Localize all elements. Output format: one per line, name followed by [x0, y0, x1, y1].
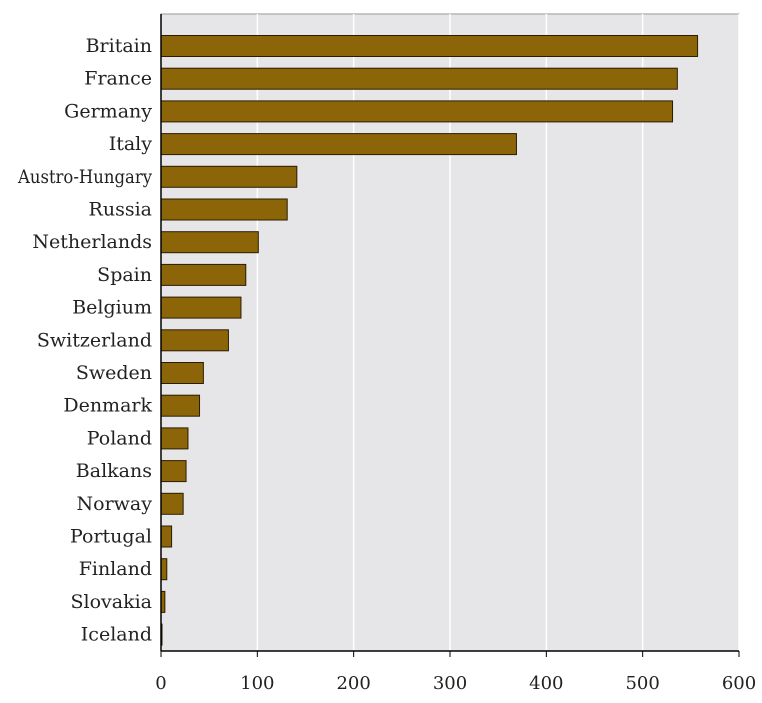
bar-netherlands [160, 231, 259, 254]
bar-poland [160, 427, 189, 450]
x-tick-label-600: 600 [722, 673, 756, 694]
bar-sweden [160, 362, 204, 384]
category-label-austro-hungary: Austro-Hungary [17, 166, 152, 188]
category-label-russia: Russia [89, 199, 152, 221]
bar-switzerland [160, 329, 229, 352]
category-label-france: France [84, 68, 152, 90]
category-label-germany: Germany [64, 100, 152, 122]
category-label-britain: Britain [86, 35, 152, 57]
category-label-netherlands: Netherlands [32, 231, 152, 253]
bar-spain [160, 263, 247, 286]
x-tick-label-500: 500 [625, 673, 659, 694]
category-label-iceland: Iceland [81, 624, 152, 646]
bar-britain [160, 35, 699, 57]
bar-italy [160, 133, 517, 156]
bar-germany [160, 100, 674, 123]
x-tick-label-300: 300 [433, 673, 467, 694]
category-label-portugal: Portugal [70, 526, 152, 548]
category-label-poland: Poland [87, 427, 152, 449]
category-label-italy: Italy [109, 133, 153, 155]
bar-france [160, 67, 678, 90]
category-label-spain: Spain [97, 264, 152, 286]
bar-finland [160, 558, 168, 581]
bar-balkans [160, 460, 187, 483]
category-label-slovakia: Slovakia [70, 591, 152, 613]
category-label-finland: Finland [79, 558, 152, 580]
category-label-balkans: Balkans [76, 460, 152, 482]
bar-belgium [160, 296, 242, 319]
bar-norway [160, 492, 184, 515]
category-label-sweden: Sweden [76, 362, 152, 384]
x-tick-label-400: 400 [529, 673, 563, 694]
bar-denmark [160, 394, 201, 417]
bars [160, 35, 699, 646]
x-tick-label-200: 200 [336, 673, 370, 694]
bar-austro-hungary [160, 165, 298, 188]
x-axis-ticks: 0 100 200 300 400 500 600 [155, 651, 756, 694]
category-labels: Britain France Germany Italy Austro-Hungary R… [17, 35, 152, 646]
bar-portugal [160, 525, 173, 548]
x-tick-label-0: 0 [155, 673, 166, 694]
bar-russia [160, 198, 288, 221]
x-tick-label-100: 100 [240, 673, 274, 694]
category-label-norway: Norway [77, 493, 153, 515]
category-label-denmark: Denmark [63, 395, 152, 417]
category-label-belgium: Belgium [72, 297, 152, 319]
category-label-switzerland: Switzerland [37, 329, 152, 351]
